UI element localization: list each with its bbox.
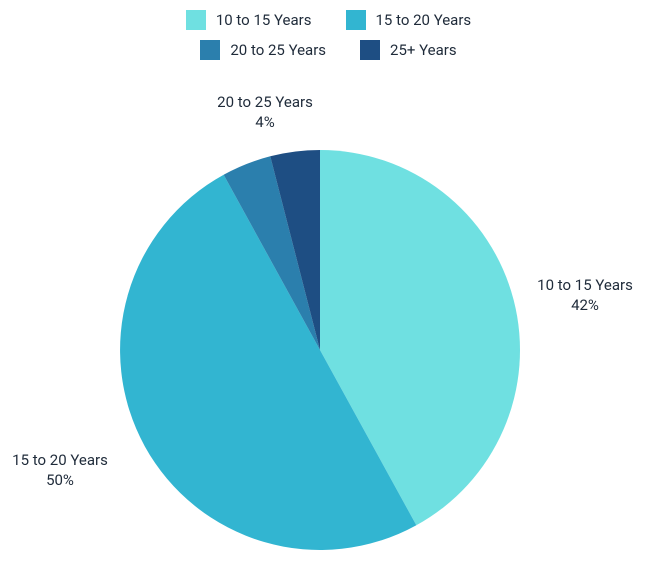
legend-swatch <box>186 10 206 30</box>
legend-label: 25+ Years <box>390 40 457 60</box>
legend-item: 20 to 25 Years <box>200 40 326 60</box>
legend-item: 10 to 15 Years <box>186 10 312 30</box>
slice-callout-label: 20 to 25 Years <box>217 92 313 112</box>
slice-callout-value: 50% <box>12 470 108 490</box>
slice-callout-label: 10 to 15 Years <box>537 275 633 295</box>
legend-item: 25+ Years <box>360 40 457 60</box>
legend-label: 15 to 20 Years <box>376 10 472 30</box>
legend-swatch <box>346 10 366 30</box>
legend-row: 20 to 25 Years 25+ Years <box>0 40 657 60</box>
slice-callout-label: 15 to 20 Years <box>12 450 108 470</box>
slice-callout-value: 4% <box>217 112 313 132</box>
slice-callout-value: 42% <box>537 295 633 315</box>
legend-swatch <box>200 40 220 60</box>
legend-item: 15 to 20 Years <box>346 10 472 30</box>
legend: 10 to 15 Years 15 to 20 Years 20 to 25 Yea… <box>0 10 657 70</box>
legend-swatch <box>360 40 380 60</box>
pie-chart-container: 10 to 15 Years 15 to 20 Years 20 to 25 Yea… <box>0 0 657 583</box>
slice-callout: 10 to 15 Years42% <box>537 275 633 315</box>
pie-area: 10 to 15 Years42% 15 to 20 Years50% 20 to … <box>0 90 657 583</box>
legend-label: 20 to 25 Years <box>230 40 326 60</box>
slice-callout: 20 to 25 Years4% <box>217 92 313 132</box>
legend-row: 10 to 15 Years 15 to 20 Years <box>0 10 657 30</box>
pie-svg <box>0 90 657 583</box>
legend-label: 10 to 15 Years <box>216 10 312 30</box>
slice-callout: 15 to 20 Years50% <box>12 450 108 490</box>
